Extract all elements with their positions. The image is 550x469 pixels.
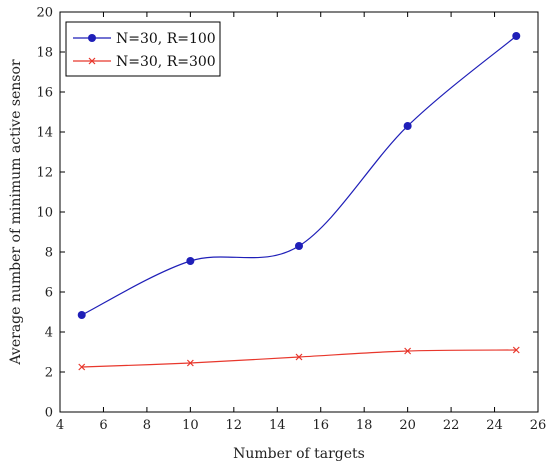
y-tick-label: 10 [36,206,53,221]
data-point-series-1 [186,257,195,265]
data-point-series-2 [512,346,520,354]
x-tick-label: 26 [530,418,547,433]
x-tick-label: 18 [356,418,373,433]
data-point-series-1 [77,311,86,319]
x-tick-label: 20 [399,418,416,433]
legend-item-series-1: N=30, R=100 [73,31,216,47]
data-point-series-2 [186,359,194,367]
legend: N=30, R=100 N=30, R=300 [65,21,221,77]
x-tick-label: 12 [226,418,243,433]
y-tick-label: 0 [45,406,53,421]
y-tick-label: 12 [36,166,53,181]
legend-label-series-2: N=30, R=300 [116,54,216,70]
legend-item-series-2: N=30, R=300 [73,54,216,70]
x-tick-label: 4 [56,418,64,433]
data-point-series-2 [404,347,412,355]
data-point-series-1 [512,32,521,40]
y-tick-label: 6 [45,286,53,301]
legend-label-series-1: N=30, R=100 [116,31,216,47]
y-tick-label: 18 [36,46,53,61]
legend-box [65,21,221,77]
y-axis-title: Average number of minimum active sensor [8,59,24,366]
plot-area [77,32,521,371]
data-point-series-2 [78,363,86,371]
data-point-series-2 [295,353,303,361]
y-tick-label: 14 [36,126,53,141]
legend-marker-series-2 [88,57,96,65]
x-tick-label: 24 [486,418,503,433]
x-tick-label: 10 [182,418,199,433]
y-tick-label: 2 [45,366,53,381]
legend-marker-series-1 [88,34,96,42]
y-tick-label: 20 [36,6,53,21]
data-point-series-1 [403,122,412,130]
x-tick-label: 22 [443,418,460,433]
y-tick-label: 4 [45,326,53,341]
x-axis-title: Number of targets [233,446,365,462]
data-point-series-1 [295,242,303,250]
x-tick-label: 6 [99,418,107,433]
x-tick-label: 14 [269,418,286,433]
x-tick-label: 8 [143,418,151,433]
x-tick-label: 16 [312,418,329,433]
y-tick-label: 8 [45,246,53,261]
y-tick-label: 16 [36,86,53,101]
